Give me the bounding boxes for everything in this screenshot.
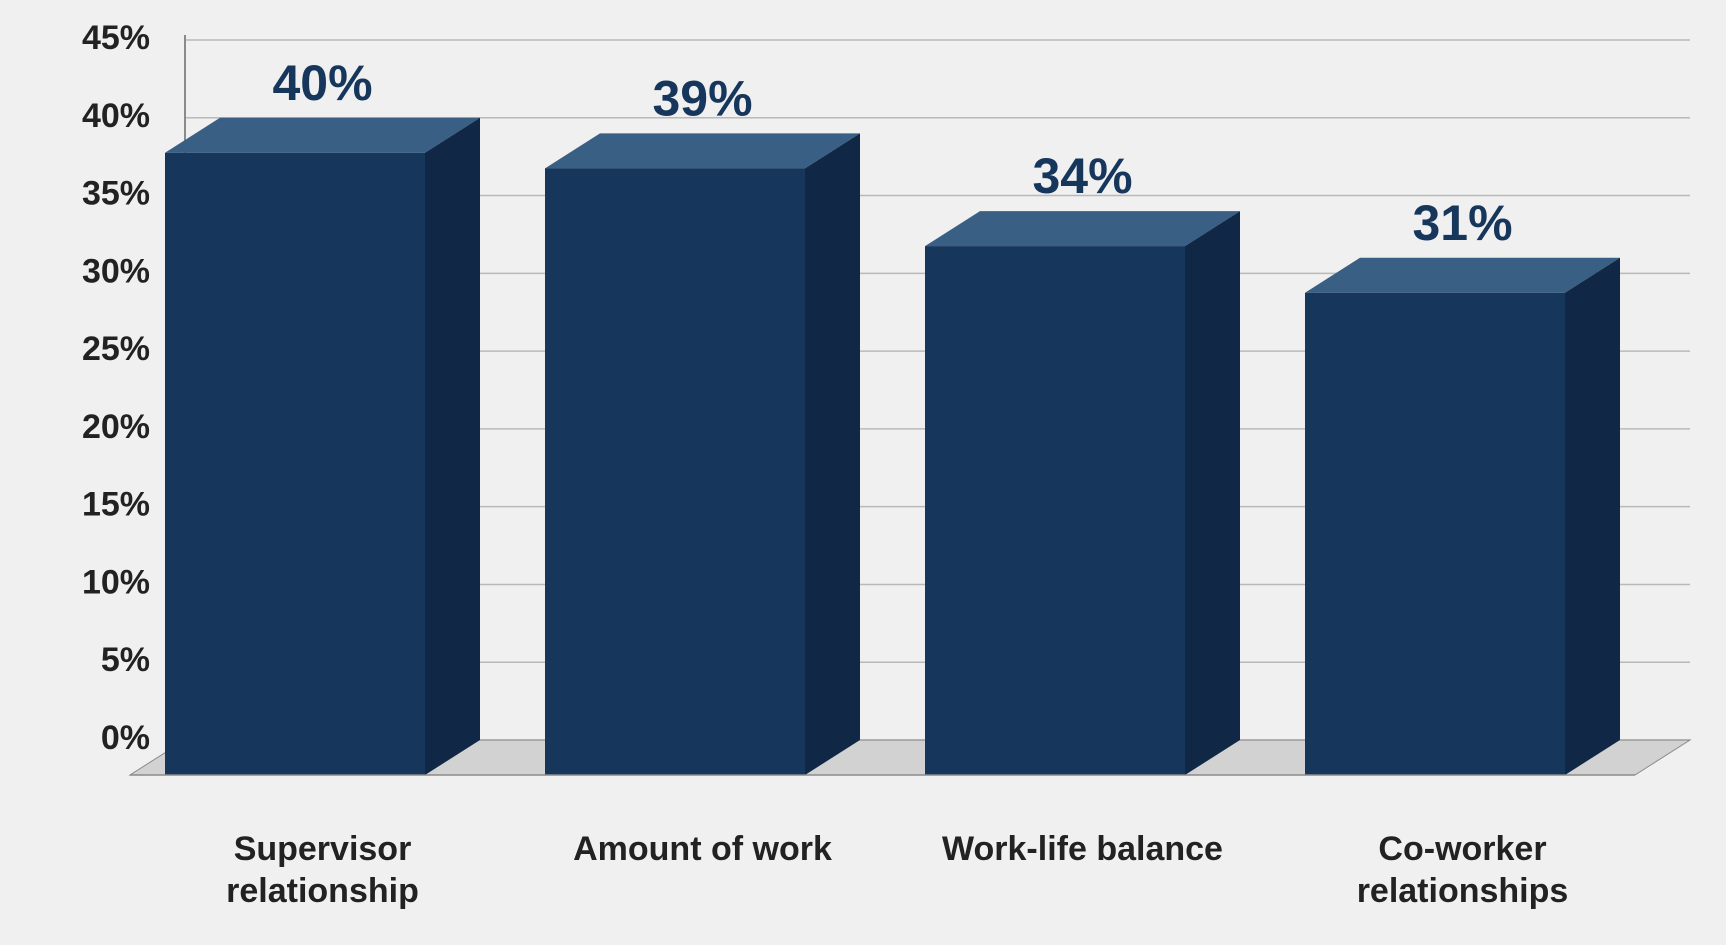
bar-side [425,118,480,775]
bar-top [165,118,480,153]
y-tick-label: 30% [82,252,150,290]
x-tick-label: Co-worker [1378,830,1546,868]
bar-top [545,133,860,168]
bar-top [925,211,1240,246]
bar-value-label: 31% [1412,195,1512,251]
y-tick-label: 40% [82,97,150,135]
bar-front [925,246,1185,775]
y-tick-label: 15% [82,486,150,524]
y-tick-label: 5% [101,641,150,679]
y-tick-label: 45% [82,19,150,57]
bar-front [545,168,805,775]
x-tick-label: Supervisor [234,830,412,868]
bar-front [1305,293,1565,775]
bar-value-label: 39% [652,70,752,126]
bar-top [1305,258,1620,293]
y-tick-label: 10% [82,563,150,601]
bar-value-label: 40% [272,55,372,111]
bar-front [165,153,425,775]
x-tick-label: relationships [1357,872,1569,910]
y-tick-label: 25% [82,330,150,368]
chart-svg: 0% 5% 10% 15% 20% 25% 30% 35% 40% 45% 40% Superviso… [0,0,1726,945]
bar-side [805,133,860,775]
bar-side [1185,211,1240,775]
bar-value-label: 34% [1032,148,1132,204]
bar-side [1565,258,1620,775]
x-tick-label: Amount of work [573,830,832,868]
y-tick-label: 20% [82,408,150,446]
y-tick-label: 35% [82,175,150,213]
x-tick-label: relationship [226,872,419,910]
bar-chart: 0% 5% 10% 15% 20% 25% 30% 35% 40% 45% 40% Superviso… [0,0,1726,945]
y-tick-label: 0% [101,719,150,757]
x-tick-label: Work-life balance [942,830,1223,868]
